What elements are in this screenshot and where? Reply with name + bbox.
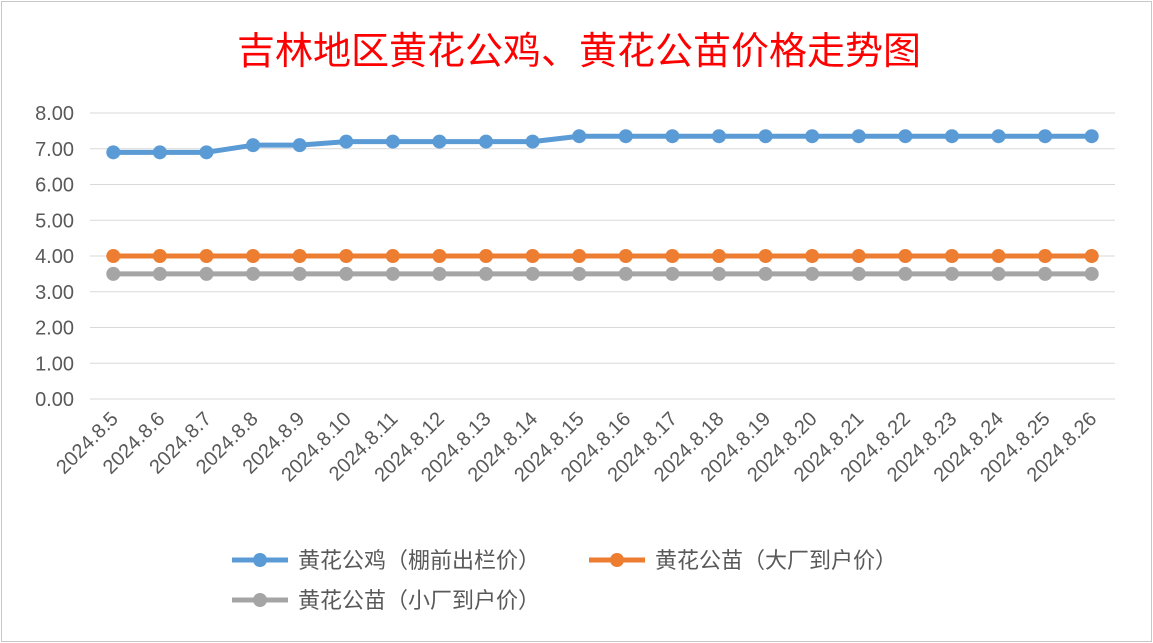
data-point	[152, 249, 167, 263]
data-point	[1084, 129, 1099, 144]
data-point	[618, 249, 633, 263]
data-point	[711, 129, 726, 144]
data-point	[898, 129, 913, 144]
data-point	[385, 249, 400, 263]
data-point	[618, 266, 633, 281]
data-point	[991, 266, 1006, 281]
data-point	[572, 129, 587, 144]
legend-swatch-marker	[253, 553, 267, 567]
legend-entry[interactable]: 黄花公苗（小厂到户价）	[232, 589, 540, 614]
y-tick-label: 4.00	[35, 246, 74, 268]
data-point	[805, 129, 820, 144]
legend-swatch-marker	[610, 553, 624, 567]
data-point	[525, 249, 540, 263]
data-point	[805, 249, 820, 263]
series-2	[106, 249, 1099, 263]
data-point	[1038, 266, 1053, 281]
data-point	[572, 249, 587, 263]
y-tick-label: 0.00	[35, 389, 74, 411]
legend-label: 黄花公苗（小厂到户价）	[298, 589, 540, 614]
legend: 黄花公鸡（棚前出栏价） 黄花公苗（大厂到户价） 黄花公苗（小厂到户价）	[232, 549, 897, 614]
data-point	[199, 266, 214, 281]
data-point	[432, 249, 447, 263]
data-point	[1038, 129, 1053, 144]
series-lines	[106, 129, 1099, 281]
y-tick-label: 5.00	[35, 210, 74, 232]
y-tick-label: 3.00	[35, 282, 74, 304]
x-axis-tick-labels: 2024.8.52024.8.62024.8.72024.8.82024.8.9…	[52, 408, 1101, 486]
data-point	[479, 249, 494, 263]
legend-swatch-marker	[253, 593, 267, 607]
data-point	[106, 145, 121, 160]
data-point	[339, 134, 354, 149]
data-point	[152, 266, 167, 281]
data-point	[479, 266, 494, 281]
data-point	[106, 249, 121, 263]
data-point	[1084, 266, 1099, 281]
data-point	[292, 266, 307, 281]
data-point	[479, 134, 494, 149]
data-point	[199, 145, 214, 160]
data-point	[991, 249, 1006, 263]
data-point	[758, 129, 773, 144]
data-point	[805, 266, 820, 281]
data-point	[665, 129, 680, 144]
chart-title: 吉林地区黄花公鸡、黄花公苗价格走势图	[237, 29, 921, 73]
data-point	[944, 249, 959, 263]
data-point	[525, 266, 540, 281]
data-point	[758, 249, 773, 263]
y-tick-label: 7.00	[35, 139, 74, 161]
data-point	[339, 249, 354, 263]
data-point	[432, 134, 447, 149]
data-point	[991, 129, 1006, 144]
data-point	[1084, 249, 1099, 263]
data-point	[106, 266, 121, 281]
legend-label: 黄花公苗（大厂到户价）	[655, 549, 897, 574]
data-point	[152, 145, 167, 160]
data-point	[711, 266, 726, 281]
data-point	[758, 266, 773, 281]
data-point	[339, 266, 354, 281]
series-line	[110, 133, 1095, 155]
data-point	[246, 249, 261, 263]
data-point	[665, 249, 680, 263]
data-point	[618, 129, 633, 144]
legend-entry[interactable]: 黄花公鸡（棚前出栏价）	[232, 549, 540, 574]
data-point	[572, 266, 587, 281]
data-point	[385, 134, 400, 149]
data-point	[851, 266, 866, 281]
series-1	[106, 129, 1099, 160]
data-point	[898, 249, 913, 263]
y-tick-label: 2.00	[35, 318, 74, 340]
y-axis-tick-labels: 0.00 1.00 2.00 3.00 4.00 5.00 6.00 7.00 8.00	[35, 103, 74, 411]
y-tick-label: 6.00	[35, 175, 74, 197]
data-point	[432, 266, 447, 281]
data-point	[944, 266, 959, 281]
series-3	[106, 266, 1099, 281]
data-point	[1038, 249, 1053, 263]
data-point	[851, 129, 866, 144]
data-point	[898, 266, 913, 281]
data-point	[292, 249, 307, 263]
data-point	[711, 249, 726, 263]
data-point	[246, 138, 261, 153]
y-tick-label: 1.00	[35, 353, 74, 375]
data-point	[292, 138, 307, 153]
legend-label: 黄花公鸡（棚前出栏价）	[298, 549, 540, 574]
y-tick-label: 8.00	[35, 103, 74, 125]
data-point	[851, 249, 866, 263]
data-point	[385, 266, 400, 281]
data-point	[525, 134, 540, 149]
data-point	[665, 266, 680, 281]
data-point	[199, 249, 214, 263]
data-point	[944, 129, 959, 144]
data-point	[246, 266, 261, 281]
legend-entry[interactable]: 黄花公苗（大厂到户价）	[589, 549, 897, 574]
